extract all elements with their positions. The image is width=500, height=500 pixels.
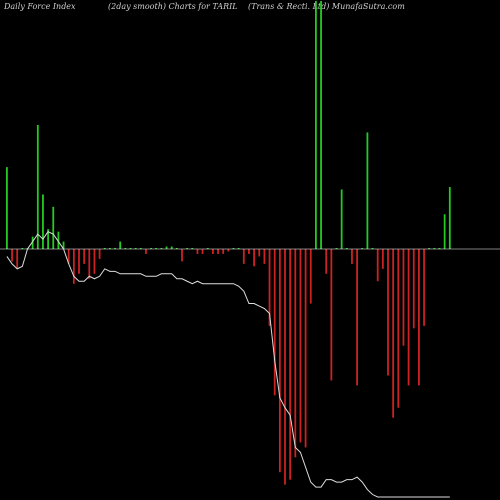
force-bar xyxy=(356,249,358,386)
force-bar xyxy=(124,248,127,249)
force-bar xyxy=(387,249,389,376)
force-bar xyxy=(114,248,116,249)
force-bar xyxy=(253,249,255,267)
force-bar xyxy=(248,249,250,254)
force-bar xyxy=(52,206,55,249)
force-bar xyxy=(330,249,333,381)
force-bar xyxy=(98,249,101,259)
force-bar xyxy=(433,248,436,249)
force-bar xyxy=(289,249,292,480)
force-bar xyxy=(175,248,178,249)
force-bar xyxy=(72,249,75,284)
bars-group xyxy=(6,1,451,485)
force-bar xyxy=(448,187,451,249)
force-bar xyxy=(237,248,240,249)
force-bar xyxy=(129,248,132,249)
force-bar xyxy=(181,249,183,262)
force-bar xyxy=(294,249,297,458)
force-bar xyxy=(21,248,24,249)
force-bar xyxy=(443,214,446,249)
force-bar xyxy=(109,248,111,249)
force-bar xyxy=(418,249,420,386)
force-bar xyxy=(335,248,338,249)
force-bar xyxy=(212,249,214,254)
force-bar xyxy=(67,249,70,264)
force-bar xyxy=(263,249,266,264)
force-bar xyxy=(278,249,281,473)
force-bar xyxy=(325,249,328,274)
force-bar xyxy=(392,249,395,418)
force-bar xyxy=(150,248,152,249)
force-bar xyxy=(16,249,19,269)
force-bar xyxy=(78,249,80,274)
force-bar xyxy=(299,249,302,443)
force-bar xyxy=(371,248,374,249)
force-bar xyxy=(47,229,49,249)
force-bar xyxy=(438,248,441,249)
force-bar xyxy=(402,249,405,346)
force-bar xyxy=(191,248,194,249)
force-bar xyxy=(423,249,425,326)
force-bar xyxy=(31,236,34,249)
force-bar xyxy=(340,189,343,249)
force-bar xyxy=(134,248,137,249)
force-bar xyxy=(186,248,189,249)
force-bar xyxy=(242,249,245,264)
force-bar xyxy=(428,248,431,249)
force-bar xyxy=(93,249,96,274)
force-bar xyxy=(304,249,307,448)
force-bar xyxy=(119,241,122,249)
force-bar xyxy=(206,248,209,249)
force-bar xyxy=(412,249,415,329)
force-bar xyxy=(345,248,348,249)
force-bar xyxy=(83,249,86,264)
force-bar xyxy=(376,249,379,282)
force-bar xyxy=(11,249,13,262)
force-bar xyxy=(42,194,44,249)
force-bar xyxy=(222,249,225,254)
force-bar xyxy=(6,167,8,249)
force-bar xyxy=(62,241,65,249)
force-bar xyxy=(36,125,39,249)
force-bar xyxy=(366,132,369,249)
force-bar xyxy=(407,249,410,386)
force-bar xyxy=(315,1,317,249)
force-bar xyxy=(309,249,312,304)
indicator-title: Daily Force Index xyxy=(4,2,76,11)
force-bar xyxy=(273,249,276,396)
force-bar xyxy=(201,249,204,254)
force-bar xyxy=(103,248,106,249)
force-bar xyxy=(165,246,168,249)
force-bar xyxy=(227,249,230,252)
force-bar xyxy=(57,231,60,249)
force-bar xyxy=(258,249,261,257)
force-bar xyxy=(88,249,91,279)
force-bar xyxy=(268,249,271,326)
force-bar xyxy=(232,248,235,249)
force-bar xyxy=(196,249,199,254)
force-bar xyxy=(381,249,384,269)
force-bar xyxy=(361,248,364,249)
force-bar xyxy=(320,1,322,249)
force-bar xyxy=(351,249,353,264)
force-bar xyxy=(284,249,286,485)
force-bar xyxy=(160,248,163,249)
force-bar xyxy=(217,249,219,254)
force-bar xyxy=(397,249,400,408)
source-label: (Trans & Recti. Ltd) MunafaSutra.com xyxy=(248,2,405,11)
force-bar xyxy=(145,249,147,254)
chart-title: (2day smooth) Charts for TARIL xyxy=(108,2,238,11)
force-bar xyxy=(170,246,173,249)
force-bar xyxy=(139,248,142,249)
smooth-line xyxy=(6,231,450,498)
force-bar xyxy=(155,248,158,249)
